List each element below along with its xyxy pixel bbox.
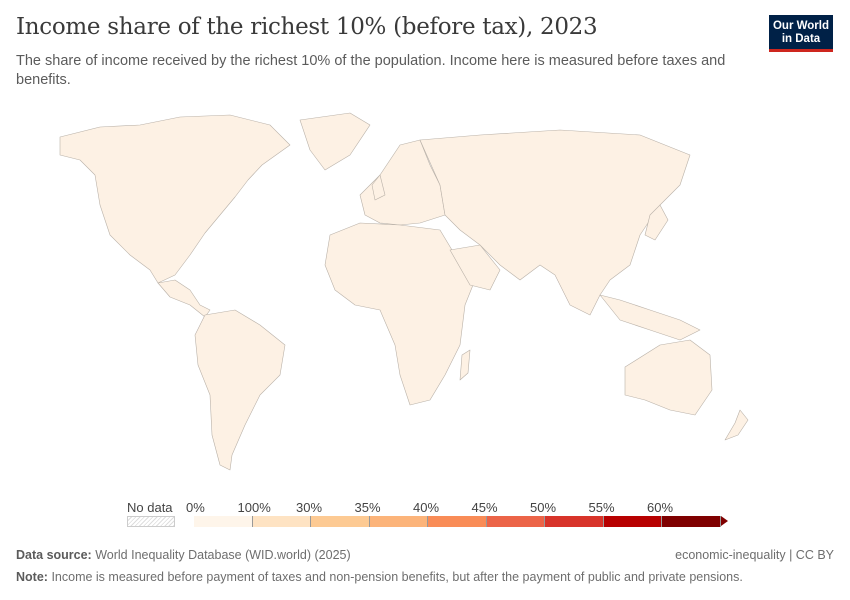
legend-bin[interactable] [545,516,604,527]
country-australia [624,339,713,416]
legend-tick-label: 35% [354,500,381,515]
legend-bin[interactable] [428,516,487,527]
legend-tick-label: 45% [471,500,498,515]
legend-bin[interactable] [662,516,721,527]
legend-no-data-label: No data [127,500,173,515]
legend-tick-label: 100% [237,500,271,515]
country-new-zealand [724,409,749,441]
note-label: Note: [16,570,48,584]
legend-bin[interactable] [369,516,428,527]
source-line: Data source: World Inequality Database (… [16,548,351,562]
legend-tick-label: 0% [186,500,205,515]
page-title: Income share of the richest 10% (before … [16,14,598,40]
note-text: Income is measured before payment of tax… [51,570,743,584]
country-greenland [299,112,371,171]
country-arabia [449,244,501,291]
source-label: Data source: [16,548,92,562]
country-russia-asia [419,129,691,316]
legend-bin[interactable] [603,516,662,527]
legend-bin[interactable] [194,516,253,527]
owid-logo[interactable]: Our World in Data [769,15,833,52]
world-map [59,112,749,471]
legend-bin[interactable] [486,516,545,527]
country-africa [324,222,476,406]
legend-tick-label: 40% [413,500,440,515]
country-uk [371,174,386,201]
legend-tick-label: 60% [647,500,674,515]
legend-arrow [720,516,728,526]
country-southeast-asia [599,294,701,341]
legend-tick-label: 50% [530,500,557,515]
subtitle: The share of income received by the rich… [16,53,726,88]
legend-bin[interactable] [252,516,311,527]
country-madagascar [459,349,471,381]
legend-tick-label: 55% [588,500,615,515]
country-north-america [59,114,291,284]
legend-no-data-swatch[interactable] [127,516,175,527]
country-central-america [157,279,211,318]
legend-bin[interactable] [311,516,370,527]
source-text[interactable]: World Inequality Database (WID.world) (2… [95,548,351,562]
license[interactable]: economic-inequality | CC BY [675,548,834,562]
country-japan [644,204,669,241]
note-line: Note: Income is measured before payment … [16,570,743,584]
legend: No data 0% 100% 30% 35% 40% 45% 50% 55% 60% [0,498,850,534]
legend-tick-label: 30% [296,500,323,515]
country-south-america [194,309,286,471]
